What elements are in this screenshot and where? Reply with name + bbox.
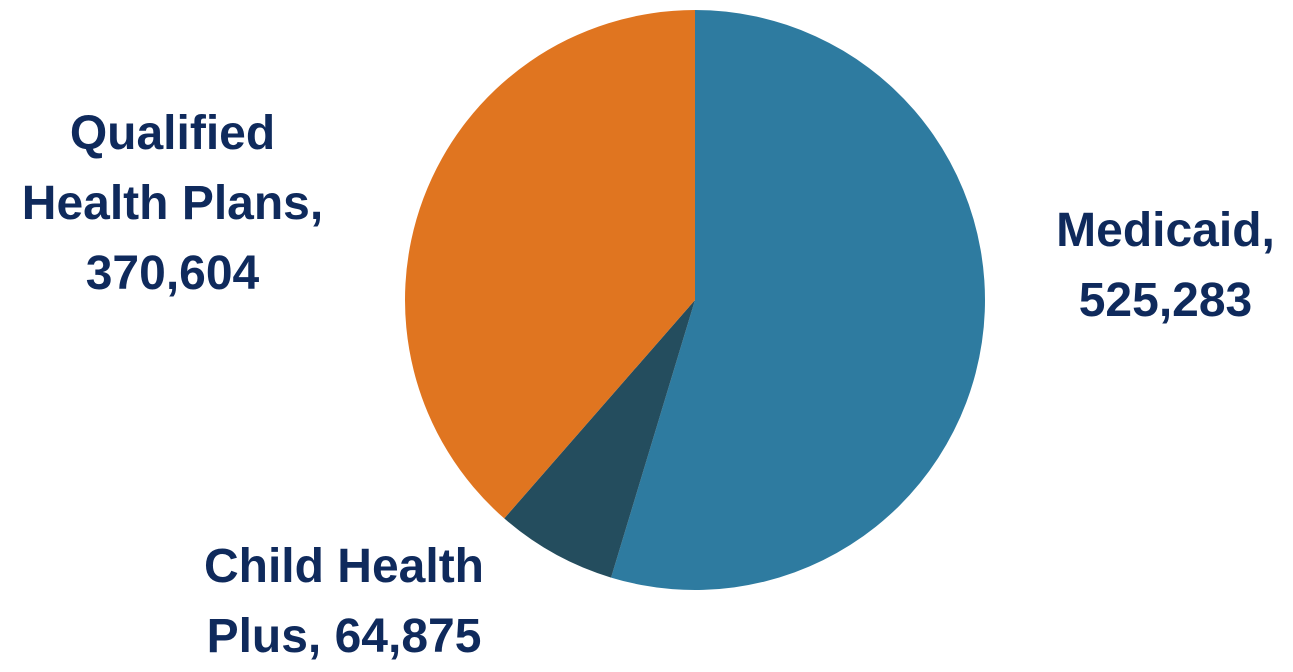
pie-slice-child-health-plus <box>504 300 695 578</box>
pie-slice-medicaid <box>611 10 986 590</box>
data-label-qhp-line3: 370,604 <box>85 247 260 300</box>
pie-slice-qualified-health-plans <box>404 10 695 519</box>
data-label-qhp-line1: Qualified <box>69 107 276 160</box>
data-label-qhp-line2: Health Plans, <box>21 177 324 230</box>
data-label-child-health-plus: Child Health Plus, 64,875 <box>178 532 510 672</box>
data-label-medicaid-line1: Medicaid, <box>1056 204 1275 257</box>
data-label-medicaid-line2: 525,283 <box>1078 274 1253 327</box>
data-label-qualified-health-plans: Qualified Health Plans, 370,604 <box>0 99 345 309</box>
data-label-chp-line1: Child Health <box>203 540 484 593</box>
data-label-chp-line2: Plus, 64,875 <box>206 610 482 663</box>
data-label-medicaid: Medicaid, 525,283 <box>1038 196 1293 336</box>
